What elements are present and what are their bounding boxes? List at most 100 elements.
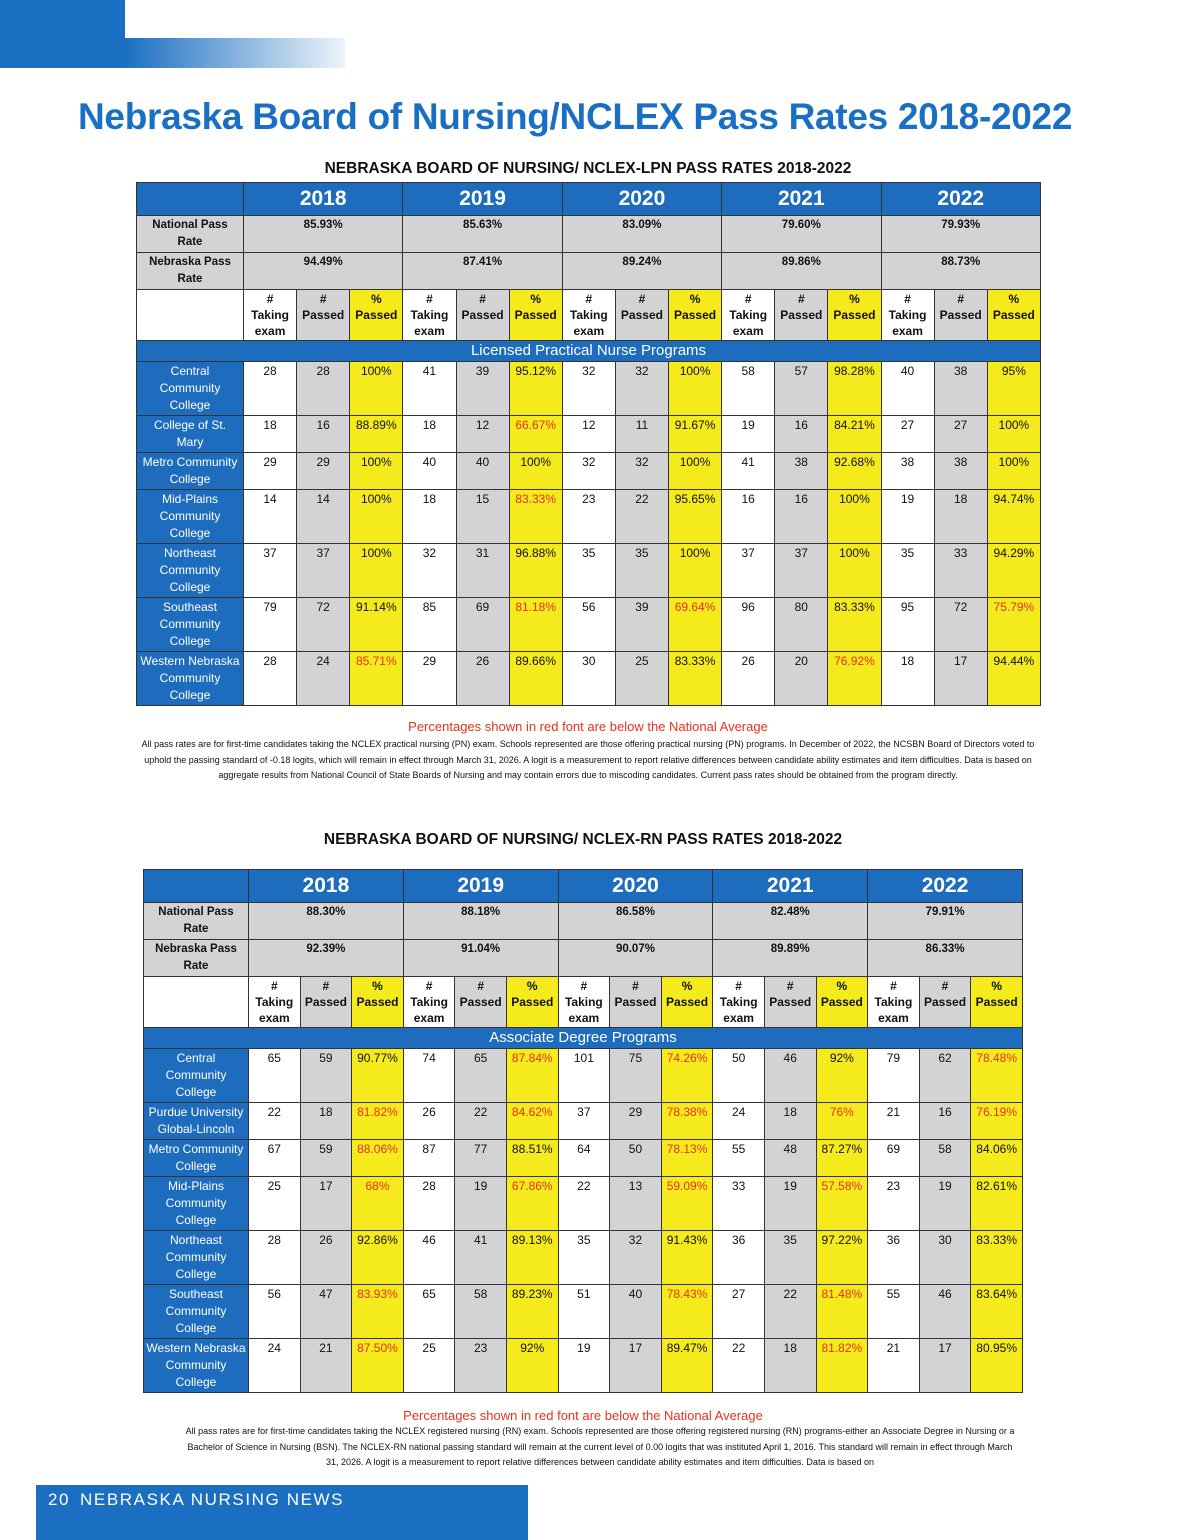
percent-passed: 83.33% [508,489,563,544]
number-taking: 23 [561,489,616,544]
school-row: Western Nebraska Community College 24 21 87… [143,1338,1023,1393]
number-passed: 17 [918,1338,972,1393]
pass-rate-table: 2018 2019 2020 2021 2022 National Pass Rate 88… [143,869,1023,1393]
column-header: # Taking exam [242,289,298,341]
percent-passed: 87.27% [815,1139,869,1177]
number-passed: 39 [455,361,510,416]
number-taking: 29 [242,452,298,490]
column-header: # Passed [763,976,817,1028]
publication-name: NEBRASKA NURSING NEWS [80,1490,345,1509]
number-passed: 16 [918,1102,972,1140]
number-taking: 41 [721,452,776,490]
section-row: Licensed Practical Nurse Programs [136,340,1041,362]
red-note: Percentages shown in red font are below … [408,719,768,734]
percent-passed: 100% [667,361,723,416]
number-taking: 25 [402,1338,456,1393]
column-header-row: # Taking exam # Passed% Passed # Taking ex… [143,976,1023,1028]
number-passed: 26 [455,651,510,706]
number-taking: 33 [712,1176,765,1231]
number-passed: 59 [299,1139,353,1177]
number-taking: 41 [402,361,457,416]
number-passed: 39 [614,597,670,652]
percent-passed: 100% [667,543,723,598]
percent-passed: 67.86% [505,1176,559,1231]
year-header: 2019 [402,182,563,216]
number-taking: 32 [561,361,616,416]
number-passed: 41 [454,1230,507,1285]
number-passed: 62 [918,1048,972,1103]
percent-passed: 95.12% [508,361,563,416]
number-passed: 13 [609,1176,662,1231]
number-taking: 21 [867,1338,920,1393]
percent-passed: 85.71% [349,651,404,706]
number-taking: 79 [867,1048,920,1103]
percent-passed: 81.82% [351,1102,404,1140]
number-passed: 32 [609,1230,662,1285]
number-passed: 77 [454,1139,507,1177]
top-bar [0,0,125,68]
percent-passed: 92.68% [827,452,882,490]
percent-passed: 100% [986,415,1042,453]
national-rate: 82.48% [712,902,869,940]
number-taking: 28 [248,1230,301,1285]
percent-passed: 92% [815,1048,869,1103]
number-passed: 17 [933,651,988,706]
section-header: Licensed Practical Nurse Programs [136,340,1041,362]
nebraska-rate-label: Nebraska Pass Rate [143,939,249,977]
page-title: Nebraska Board of Nursing/NCLEX Pass Rat… [78,96,1073,137]
top-gradient [125,38,345,68]
column-header: # Taking exam [561,289,616,341]
number-taking: 46 [402,1230,456,1285]
number-passed: 17 [299,1176,353,1231]
blank-cell [143,976,249,1028]
school-name: Northeast Community College [136,543,244,598]
percent-passed: 94.74% [986,489,1042,544]
section-header: Associate Degree Programs [143,1027,1023,1049]
percent-passed: 94.29% [986,543,1042,598]
number-passed: 57 [774,361,829,416]
column-header: # Taking exam [248,976,301,1028]
percent-passed: 97.22% [815,1230,869,1285]
school-name: Mid-Plains Community College [143,1176,249,1231]
national-rate: 86.58% [557,902,714,940]
column-header: # Taking exam [402,289,457,341]
column-header: # Passed [296,289,351,341]
number-taking: 19 [557,1338,611,1393]
column-header: # Passed [299,976,353,1028]
column-header: # Taking exam [557,976,611,1028]
column-header: % Passed [349,289,404,341]
footnote: All pass rates are for first-time candid… [185,1426,1015,1467]
percent-passed: 68% [351,1176,404,1231]
number-taking: 22 [557,1176,611,1231]
number-passed: 24 [296,651,351,706]
percent-passed: 89.23% [505,1284,559,1339]
percent-passed: 92.86% [351,1230,404,1285]
number-taking: 85 [402,597,457,652]
number-passed: 69 [455,597,510,652]
percent-passed: 83.33% [970,1230,1023,1285]
number-passed: 40 [455,452,510,490]
school-row: College of St. Mary 18 16 88.89% 18 12 66.67% 1… [136,415,1042,453]
national-rate: 85.63% [402,215,563,253]
percent-passed: 74.26% [660,1048,714,1103]
number-taking: 18 [242,415,298,453]
percent-passed: 89.66% [508,651,563,706]
nebraska-rate: 92.39% [248,939,404,977]
number-taking: 16 [721,489,776,544]
number-taking: 65 [402,1284,456,1339]
number-passed: 59 [299,1048,353,1103]
school-name: Mid-Plains Community College [136,489,244,544]
number-passed: 14 [296,489,351,544]
percent-passed: 87.84% [505,1048,559,1103]
year-header: 2019 [402,869,559,903]
school-row: Metro Community College 29 29 100% 40 40 100% 3… [136,452,1042,490]
nebraska-rate: 89.86% [721,252,882,290]
number-taking: 56 [561,597,616,652]
column-header: % Passed [660,976,714,1028]
national-rate-row: National Pass Rate 85.93% 85.63% 83.09% 79.6… [136,215,1041,253]
number-passed: 32 [614,452,670,490]
school-row: Mid-Plains Community College 14 14 100% 18 15… [136,489,1042,544]
number-passed: 19 [918,1176,972,1231]
national-rate: 79.60% [721,215,882,253]
nebraska-rate: 89.89% [712,939,869,977]
